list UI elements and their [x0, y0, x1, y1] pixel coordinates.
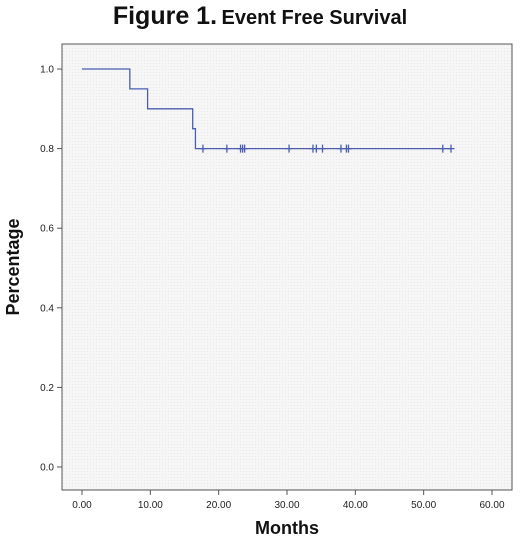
x-tick-label: 60.00	[479, 500, 504, 511]
censor-mark	[447, 144, 455, 153]
x-tick-label: 10.00	[138, 500, 163, 511]
censor-mark	[241, 144, 249, 153]
censor-mark	[345, 144, 352, 153]
x-tick-label: 0.00	[72, 500, 92, 511]
censor-mark	[285, 144, 293, 153]
x-axis: 0.00 10.00 20.00 30.00 40.00 50.00 60.00	[72, 490, 505, 511]
y-tick-label: 0.0	[40, 463, 54, 474]
x-axis-label: Months	[255, 518, 319, 538]
survival-step-line	[82, 68, 452, 150]
y-tick-label: 0.2	[40, 383, 54, 394]
y-axis: 0.0 0.2 0.4 0.6 0.8 1.0	[40, 65, 62, 474]
figure-title-text: Event Free Survival	[221, 7, 408, 29]
x-tick-label: 30.00	[274, 500, 299, 511]
censor-mark	[439, 144, 447, 153]
x-tick-label: 20.00	[206, 500, 231, 511]
y-tick-label: 0.6	[40, 224, 54, 235]
chart-title: Figure 1. Event Free Survival	[0, 2, 520, 31]
y-tick-label: 0.4	[40, 303, 54, 314]
y-tick-label: 1.0	[40, 65, 54, 76]
censor-mark	[223, 144, 231, 153]
y-tick-label: 0.8	[40, 144, 54, 155]
censor-mark	[319, 144, 327, 153]
x-tick-label: 40.00	[343, 500, 368, 511]
censor-mark	[312, 144, 320, 153]
series-layer	[82, 68, 452, 150]
figure-label: Figure 1.	[112, 2, 218, 30]
x-tick-label: 50.00	[411, 500, 436, 511]
censor-mark	[199, 144, 207, 153]
censor-layer	[199, 144, 455, 153]
plot-area	[61, 43, 513, 491]
y-axis-label: Percentage	[3, 218, 23, 315]
